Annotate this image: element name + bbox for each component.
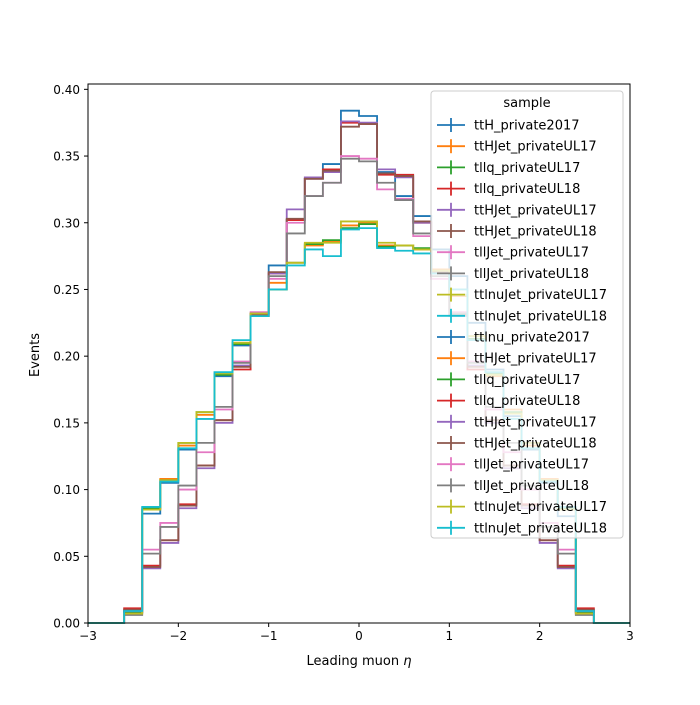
legend-label: ttHJet_privateUL17 <box>474 140 597 155</box>
legend-entry: ttlnuJet_privateUL17 <box>437 499 607 515</box>
legend-entry: ttHJet_privateUL18 <box>437 224 597 240</box>
legend-label: ttHJet_privateUL17 <box>474 203 597 218</box>
legend-entry: ttHJet_privateUL17 <box>437 139 597 155</box>
legend-entry: ttHJet_privateUL17 <box>437 351 597 367</box>
y-axis-label: Events <box>28 333 43 377</box>
legend-label: tllq_privateUL18 <box>474 182 580 197</box>
legend-label: tllq_privateUL17 <box>474 373 580 388</box>
x-tick-label: −1 <box>260 629 278 643</box>
legend-entry: ttlnu_private2017 <box>437 330 590 346</box>
legend-entry: ttH_private2017 <box>437 118 580 134</box>
legend-label: tllq_privateUL17 <box>474 161 580 176</box>
legend-entry: tllJet_privateUL17 <box>437 245 589 261</box>
legend-label: tllJet_privateUL18 <box>474 267 589 282</box>
legend-label: ttH_private2017 <box>474 119 580 134</box>
legend-entry: ttHJet_privateUL17 <box>437 202 597 218</box>
y-tick-label: 0.05 <box>53 550 80 564</box>
legend-label: tllq_privateUL18 <box>474 394 580 409</box>
legend-entry: ttHJet_privateUL17 <box>437 414 597 430</box>
x-tick-label: 3 <box>626 629 634 643</box>
y-tick-label: 0.20 <box>53 350 80 364</box>
y-tick-label: 0.35 <box>53 150 80 164</box>
y-axis-ticks: 0.00 0.05 0.10 0.15 0.20 0.25 0.30 0.35 0.40 <box>53 83 88 631</box>
legend-entry: tllq_privateUL17 <box>437 160 580 176</box>
legend-entry: tllJet_privateUL18 <box>437 478 589 494</box>
y-tick-label: 0.15 <box>53 416 80 430</box>
x-tick-label: −2 <box>169 629 187 643</box>
legend-label: ttHJet_privateUL18 <box>474 437 597 452</box>
legend-label: ttHJet_privateUL17 <box>474 352 597 367</box>
legend-entry: ttlnuJet_privateUL18 <box>437 520 607 536</box>
x-tick-label: 2 <box>536 629 544 643</box>
x-tick-label: 1 <box>446 629 454 643</box>
legend-label: tllJet_privateUL17 <box>474 458 589 473</box>
y-tick-label: 0.40 <box>53 83 80 97</box>
legend-label: ttlnuJet_privateUL18 <box>474 309 607 324</box>
legend-entry: tllq_privateUL18 <box>437 393 580 409</box>
legend-entry: tllq_privateUL18 <box>437 181 580 197</box>
legend: sample ttH_private2017 ttHJet_privateUL17… <box>430 90 624 539</box>
y-tick-label: 0.25 <box>53 283 80 297</box>
legend-label: ttlnuJet_privateUL17 <box>474 500 607 515</box>
x-tick-label: −3 <box>79 629 97 643</box>
legend-label: ttHJet_privateUL17 <box>474 415 597 430</box>
x-tick-label: 0 <box>355 629 363 643</box>
x-axis-ticks: −3 −2 −1 0 1 2 3 <box>79 623 634 643</box>
legend-title: sample <box>503 96 550 111</box>
y-tick-label: 0.00 <box>53 617 80 631</box>
legend-label: ttlnuJet_privateUL18 <box>474 521 607 536</box>
legend-entry: tllJet_privateUL18 <box>437 266 589 282</box>
legend-entries: ttH_private2017 ttHJet_privateUL17 tllq_pr… <box>437 118 607 536</box>
y-tick-label: 0.30 <box>53 216 80 230</box>
legend-entry: ttlnuJet_privateUL18 <box>437 308 607 324</box>
y-tick-label: 0.10 <box>53 483 80 497</box>
legend-box <box>430 90 624 539</box>
legend-label: tllJet_privateUL18 <box>474 479 589 494</box>
legend-label: tllJet_privateUL17 <box>474 246 589 261</box>
legend-entry: ttHJet_privateUL18 <box>437 436 597 452</box>
legend-label: ttHJet_privateUL18 <box>474 225 597 240</box>
x-axis-label: Leading muon η <box>307 654 412 669</box>
legend-entry: tllJet_privateUL17 <box>437 457 589 473</box>
legend-entry: ttlnuJet_privateUL17 <box>437 287 607 303</box>
legend-entry: tllq_privateUL17 <box>437 372 580 388</box>
legend-label: ttlnu_private2017 <box>474 331 590 346</box>
legend-label: ttlnuJet_privateUL17 <box>474 288 607 303</box>
